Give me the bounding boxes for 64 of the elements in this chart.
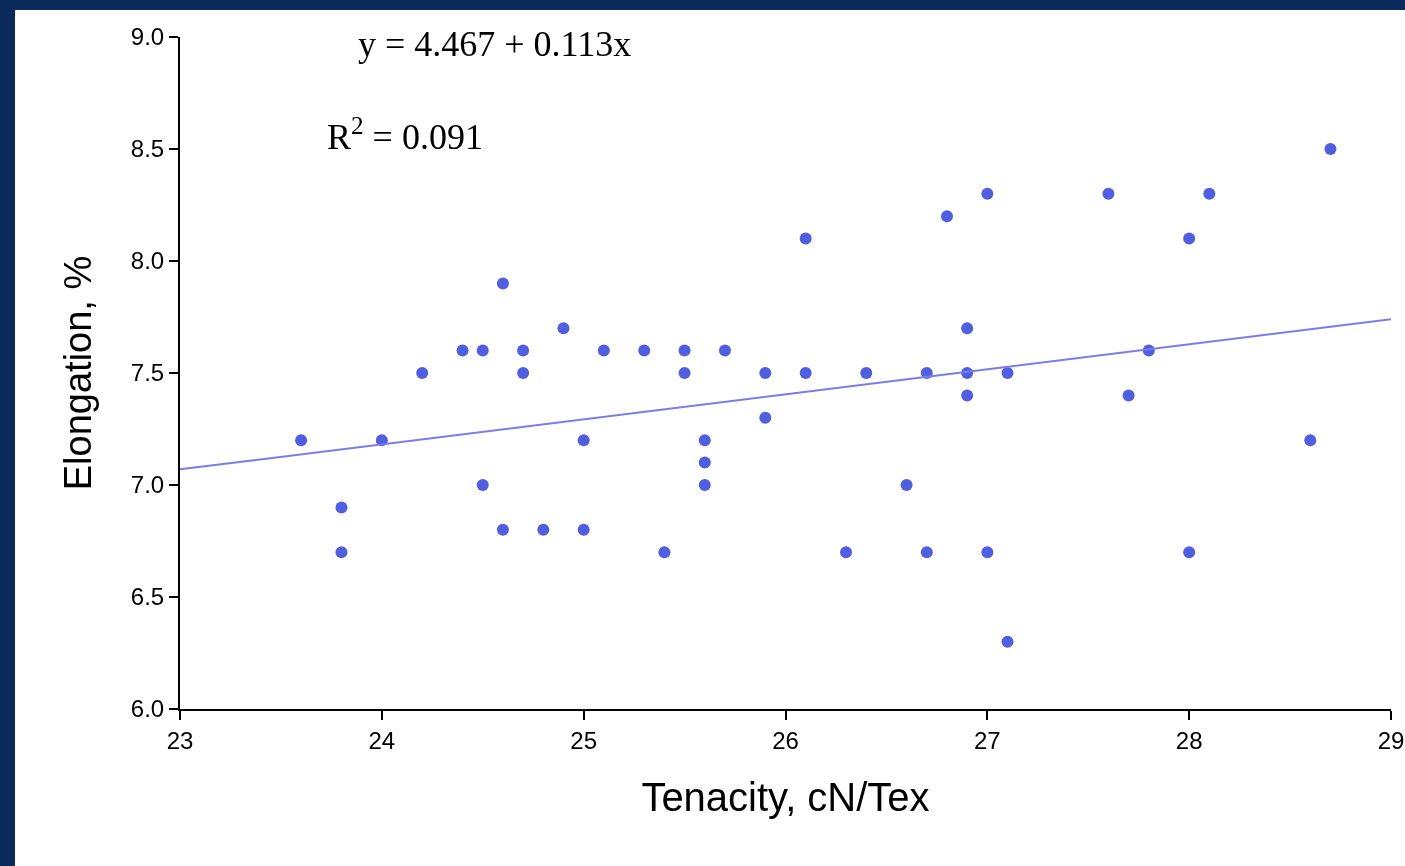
point: [1001, 635, 1014, 648]
point: [900, 479, 913, 491]
point: [840, 546, 853, 559]
x-tick-label: 29: [1377, 726, 1405, 754]
point: [759, 367, 772, 379]
point: [1122, 389, 1135, 402]
annotation: R$^{2}$ = 0.091: [327, 112, 483, 158]
point: [759, 411, 772, 424]
point: [1304, 434, 1317, 447]
point: [799, 367, 812, 379]
point: [961, 322, 974, 335]
point: [920, 546, 933, 559]
x-tick-label: 26: [772, 726, 799, 754]
annotation: y = 4.467 + 0.113x: [358, 24, 632, 64]
point: [678, 367, 691, 379]
point: [416, 367, 429, 379]
point: [981, 187, 994, 200]
y-tick-label: 7.0: [130, 471, 165, 499]
y-tick-label: 6.5: [130, 583, 165, 611]
point: [981, 546, 994, 559]
x-tick-label: 28: [1175, 726, 1203, 754]
point: [456, 344, 469, 357]
point: [860, 367, 873, 379]
point: [335, 501, 348, 514]
y-tick-label: 6.0: [130, 695, 165, 723]
point: [678, 344, 691, 357]
point: [476, 344, 489, 357]
point: [658, 546, 671, 559]
point: [698, 479, 711, 491]
point: [1001, 367, 1014, 379]
x-tick-label: 25: [570, 726, 598, 754]
point: [1324, 143, 1337, 155]
point: [577, 523, 590, 536]
point: [698, 456, 711, 469]
point: [1183, 232, 1196, 245]
point: [1102, 187, 1115, 200]
point: [940, 210, 953, 223]
point: [961, 389, 974, 402]
point: [799, 232, 812, 245]
point: [638, 344, 651, 357]
point: [537, 523, 550, 536]
point: [496, 277, 509, 290]
point: [577, 434, 590, 447]
point: [335, 546, 348, 559]
point: [476, 479, 489, 491]
point: [295, 434, 308, 447]
y-tick-label: 8.5: [130, 135, 165, 163]
x-axis-title: Tenacity, cN/Tex: [641, 774, 930, 819]
point: [1183, 546, 1196, 559]
point: [557, 322, 570, 335]
point: [597, 344, 610, 357]
point: [718, 344, 731, 357]
x-tick-label: 24: [368, 726, 396, 754]
point: [517, 344, 530, 357]
y-axis-title: Elongation, %: [56, 255, 99, 491]
point: [1203, 187, 1216, 200]
point: [496, 523, 509, 536]
x-tick-label: 23: [166, 726, 194, 754]
y-tick-label: 8.0: [130, 247, 165, 275]
point: [517, 367, 530, 379]
y-tick-label: 7.5: [130, 359, 165, 387]
x-tick-label: 27: [973, 726, 1001, 754]
point: [698, 434, 711, 447]
y-tick-label: 9.0: [130, 23, 165, 51]
